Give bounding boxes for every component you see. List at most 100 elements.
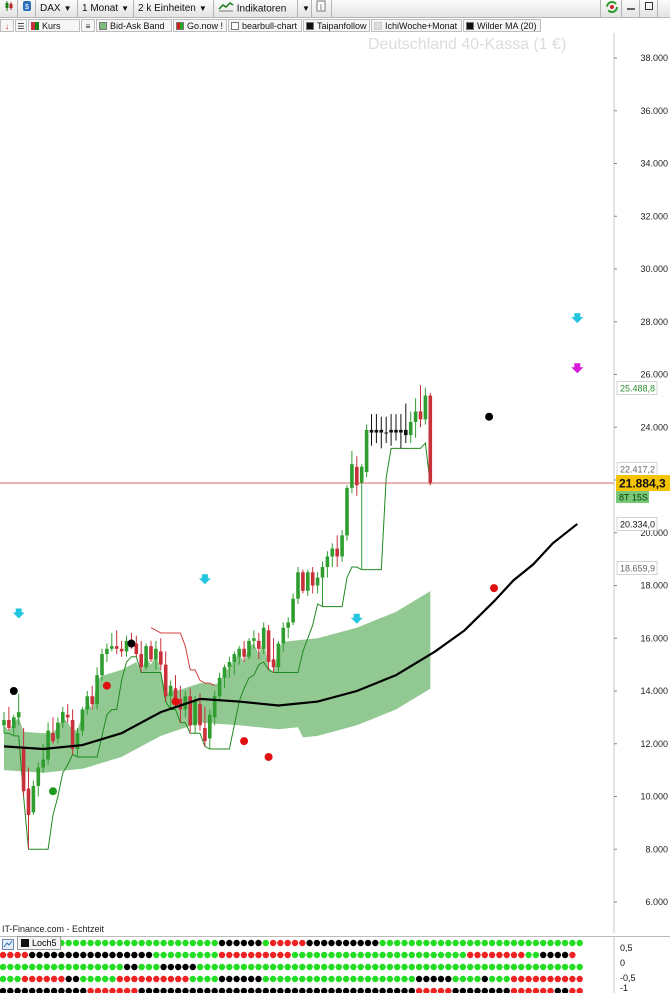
legend-swatch — [176, 22, 184, 30]
loch5-dot — [204, 963, 211, 971]
candle — [85, 691, 90, 715]
period-dropdown[interactable]: 1 Monat ▼ — [78, 0, 134, 17]
candle-body — [203, 727, 207, 742]
maximize-button[interactable] — [640, 0, 658, 17]
loch5-dot — [540, 963, 547, 971]
loch5-dot — [29, 975, 36, 983]
candle-body — [100, 654, 104, 676]
loch5-dot — [269, 963, 277, 971]
loch5-dot — [21, 975, 29, 983]
candle-body — [95, 675, 99, 705]
candle — [90, 685, 94, 710]
loch5-dot — [481, 975, 488, 983]
signal-dot — [490, 584, 498, 593]
loch5-dot — [423, 939, 430, 947]
price-chart[interactable]: 38.000 36.000 34.000 32.000 30.000 28.000 26.0… — [0, 33, 670, 933]
loch5-dot — [423, 963, 430, 971]
legend-item-wilder-ma[interactable]: Wilder MA (20) — [463, 19, 541, 32]
legend-item-kurs[interactable]: Kurs — [28, 19, 80, 32]
loch5-dot — [291, 987, 299, 993]
loch5-dot — [0, 975, 7, 983]
legend-menu-button[interactable]: ☰ — [15, 19, 27, 32]
loch5-dot — [36, 963, 43, 971]
candle — [193, 696, 197, 734]
loch5-dot — [350, 975, 357, 983]
loch5-dot — [7, 975, 14, 983]
loch5-dot — [36, 987, 43, 993]
indicator-tick: -1 — [620, 983, 629, 993]
loch5-dot — [540, 939, 547, 947]
loch5-dot — [153, 951, 160, 959]
loch5-dot — [131, 951, 138, 959]
sync-button[interactable] — [600, 0, 622, 17]
loch5-dot — [350, 951, 357, 959]
candle — [178, 685, 183, 723]
loch5-dot — [342, 987, 350, 993]
loch5-dot — [415, 987, 423, 993]
loch5-dot — [14, 951, 21, 959]
loch5-dot — [65, 987, 72, 993]
indicators-dropdown[interactable]: ▼ — [298, 0, 312, 17]
legend-item-bid-ask-band[interactable]: Bid-Ask Band — [96, 19, 172, 32]
candle-body — [159, 651, 163, 665]
loch5-dot — [182, 963, 189, 971]
candle — [56, 717, 60, 744]
candle-body — [369, 429, 374, 433]
loch5-dot — [145, 975, 153, 983]
loch5-dot — [160, 987, 167, 993]
loch5-dot — [459, 939, 467, 947]
loch5-dot — [518, 951, 525, 959]
candle — [237, 646, 241, 665]
legend-item-bearbull-chart[interactable]: bearbull-chart — [228, 19, 302, 32]
candle — [100, 648, 104, 681]
legend-label: bearbull-chart — [242, 21, 298, 31]
candle — [144, 643, 148, 670]
candle-body — [335, 548, 339, 557]
loch5-dot — [445, 987, 452, 993]
info-button[interactable]: i — [312, 0, 332, 17]
loch5-dot — [233, 987, 240, 993]
loch5-dot — [415, 975, 423, 983]
legend-item-ichi[interactable]: IchiWoche+Monat — [371, 19, 462, 32]
candle-body — [286, 622, 290, 628]
axis-tick-label: 20.000 — [640, 528, 668, 538]
symbol-dropdown[interactable]: DAX ▼ — [36, 0, 78, 17]
candle-body — [12, 717, 16, 728]
legend-item-go-now[interactable]: Go.now ! — [173, 19, 227, 32]
legend-label: IchiWoche+Monat — [385, 21, 458, 31]
legend-settings-button[interactable]: ≡ — [81, 19, 95, 32]
loch5-dot — [554, 975, 561, 983]
legend-swatch — [21, 939, 29, 947]
loch5-dot — [408, 963, 415, 971]
loch5-indicator-panel[interactable] — [0, 936, 670, 993]
loch5-dot — [299, 951, 306, 959]
loch5-dot — [87, 963, 94, 971]
minimize-button[interactable] — [622, 0, 640, 17]
indicators-label: Indikatoren — [236, 3, 287, 15]
units-dropdown[interactable]: 2 k Einheiten ▼ — [134, 0, 214, 17]
loch5-dot — [43, 951, 50, 959]
signal-dot — [264, 752, 273, 761]
loch5-dot — [65, 939, 72, 947]
axis-tick-label: 24.000 — [640, 422, 668, 432]
candle — [281, 622, 286, 652]
legend-collapse-button[interactable]: ↓ — [0, 19, 14, 32]
indicator-label-loch5[interactable]: Loch5 — [17, 936, 61, 950]
chart-type-button[interactable] — [0, 0, 18, 17]
candle — [149, 640, 153, 662]
loch5-dot — [328, 963, 335, 971]
indicators-button[interactable]: Indikatoren — [214, 0, 298, 17]
loch5-dot — [503, 975, 510, 983]
stop-line — [4, 441, 431, 850]
candle — [2, 712, 6, 734]
loch5-dot — [576, 975, 583, 983]
loch5-dot — [262, 951, 269, 959]
legend-item-taipanfollow[interactable]: Taipanfollow — [303, 19, 370, 32]
legend-label: Go.now ! — [187, 21, 224, 31]
loch5-dot — [277, 987, 284, 993]
loch5-dot — [379, 963, 386, 971]
legend-swatch — [466, 22, 474, 30]
panel-icon[interactable] — [2, 937, 14, 955]
candle — [21, 727, 26, 797]
symbol-icon-button[interactable]: $ — [18, 0, 36, 17]
